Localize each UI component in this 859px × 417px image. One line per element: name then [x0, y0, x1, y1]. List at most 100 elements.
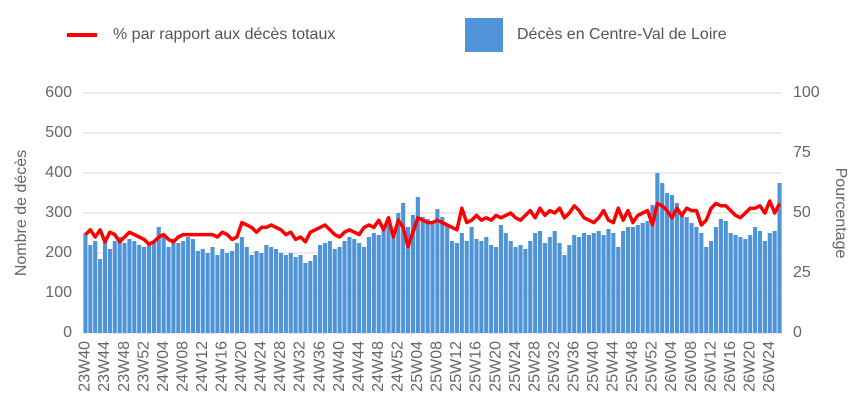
bar — [596, 231, 601, 333]
bar — [498, 225, 503, 333]
bar — [459, 233, 464, 333]
bar — [318, 245, 323, 333]
y2-tick-label: 25 — [793, 264, 811, 281]
x-tick-label: 26W20 — [741, 341, 758, 392]
bar — [650, 205, 655, 333]
bar — [308, 261, 313, 333]
bar — [215, 255, 220, 333]
bar — [239, 237, 244, 333]
bar — [391, 231, 396, 333]
bar — [98, 259, 103, 333]
bar — [489, 245, 494, 333]
bar — [684, 217, 689, 333]
bar — [449, 241, 455, 333]
x-tick-label: 25W12 — [448, 341, 465, 392]
bar — [225, 253, 230, 333]
x-tick-label: 24W16 — [214, 341, 231, 392]
x-tick-label: 25W04 — [409, 341, 426, 392]
bar — [93, 241, 98, 333]
x-tick-label: 25W28 — [526, 341, 543, 392]
bar — [484, 237, 489, 333]
x-tick-label: 24W52 — [390, 341, 407, 392]
x-tick-label: 24W08 — [174, 341, 191, 392]
bar — [366, 237, 372, 333]
x-tick-label: 24W32 — [292, 341, 309, 392]
x-tick-label: 24W04 — [155, 341, 172, 392]
bar — [674, 203, 679, 333]
x-tick-label: 24W20 — [233, 341, 250, 392]
x-tick-label: 26W08 — [683, 341, 700, 392]
bar — [161, 237, 166, 333]
bar — [102, 239, 108, 333]
y-tick-label: 400 — [45, 164, 72, 181]
bar — [186, 237, 191, 333]
bar — [88, 245, 93, 333]
bar — [132, 241, 137, 333]
bar — [743, 239, 748, 333]
bar — [616, 247, 621, 333]
x-tick-label: 23W52 — [135, 341, 152, 392]
bar — [772, 231, 777, 333]
y2-tick-label: 100 — [793, 84, 820, 101]
bar — [523, 249, 528, 333]
bar — [171, 239, 176, 333]
bar — [552, 231, 557, 333]
bar — [327, 241, 332, 333]
bar — [151, 241, 156, 333]
bar — [142, 247, 147, 333]
y-tick-label: 200 — [45, 244, 72, 261]
bar — [777, 183, 782, 333]
bar — [621, 231, 626, 333]
legend-bar-swatch — [465, 18, 503, 52]
bar — [528, 241, 533, 333]
y2-axis-title: Pourcentage — [832, 168, 849, 259]
bar — [337, 247, 342, 333]
bar — [127, 239, 132, 333]
x-tick-label: 25W24 — [507, 341, 524, 392]
bar — [200, 249, 205, 333]
x-tick-label: 25W36 — [565, 341, 582, 392]
bar — [332, 249, 337, 333]
x-tick-label: 25W32 — [546, 341, 563, 392]
bar — [748, 235, 753, 333]
bar — [283, 255, 288, 333]
bar — [352, 239, 357, 333]
bar — [146, 245, 152, 333]
bar — [205, 253, 210, 333]
y2-tick-label: 50 — [793, 204, 811, 221]
bar — [313, 255, 318, 333]
bar — [709, 241, 714, 333]
bar — [396, 213, 401, 333]
bar — [533, 233, 538, 333]
bar — [508, 241, 513, 333]
bar — [435, 209, 440, 333]
bar — [547, 237, 552, 333]
bar — [577, 237, 582, 333]
bar — [298, 255, 303, 333]
bar — [665, 193, 670, 333]
bar — [278, 253, 284, 333]
bar — [581, 233, 587, 333]
bar — [381, 229, 386, 333]
bar — [640, 223, 645, 333]
bar — [254, 251, 259, 333]
bar — [234, 243, 240, 333]
x-tick-label: 26W04 — [663, 341, 680, 392]
bar — [562, 255, 567, 333]
x-tick-label: 25W48 — [624, 341, 641, 392]
bar — [181, 241, 186, 333]
bar — [454, 243, 459, 333]
bar — [322, 243, 328, 333]
bar — [479, 241, 484, 333]
bar — [230, 251, 235, 333]
bar — [645, 221, 650, 333]
x-tick-label: 25W44 — [605, 341, 622, 392]
bar — [376, 235, 381, 333]
bar — [347, 237, 352, 333]
bar — [469, 227, 474, 333]
bar — [112, 241, 117, 333]
bar — [728, 233, 733, 333]
x-tick-label: 23W40 — [77, 341, 94, 392]
bar — [625, 227, 631, 333]
bar — [669, 195, 675, 333]
